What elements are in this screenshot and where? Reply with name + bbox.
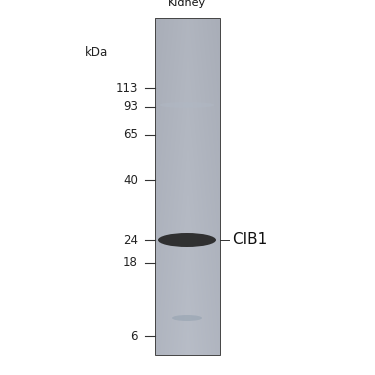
Text: 93: 93 (123, 100, 138, 114)
Text: 40: 40 (123, 174, 138, 186)
Ellipse shape (172, 315, 202, 321)
Text: 65: 65 (123, 129, 138, 141)
Text: 113: 113 (116, 81, 138, 94)
Text: kDa: kDa (85, 45, 108, 58)
Text: Human
Kidney: Human Kidney (167, 0, 207, 8)
Text: 6: 6 (130, 330, 138, 342)
Bar (155, 18, 220, 355)
Text: 24: 24 (123, 234, 138, 246)
Ellipse shape (159, 102, 214, 108)
Text: 18: 18 (123, 256, 138, 270)
Ellipse shape (158, 233, 216, 247)
Text: CIB1: CIB1 (232, 232, 267, 248)
